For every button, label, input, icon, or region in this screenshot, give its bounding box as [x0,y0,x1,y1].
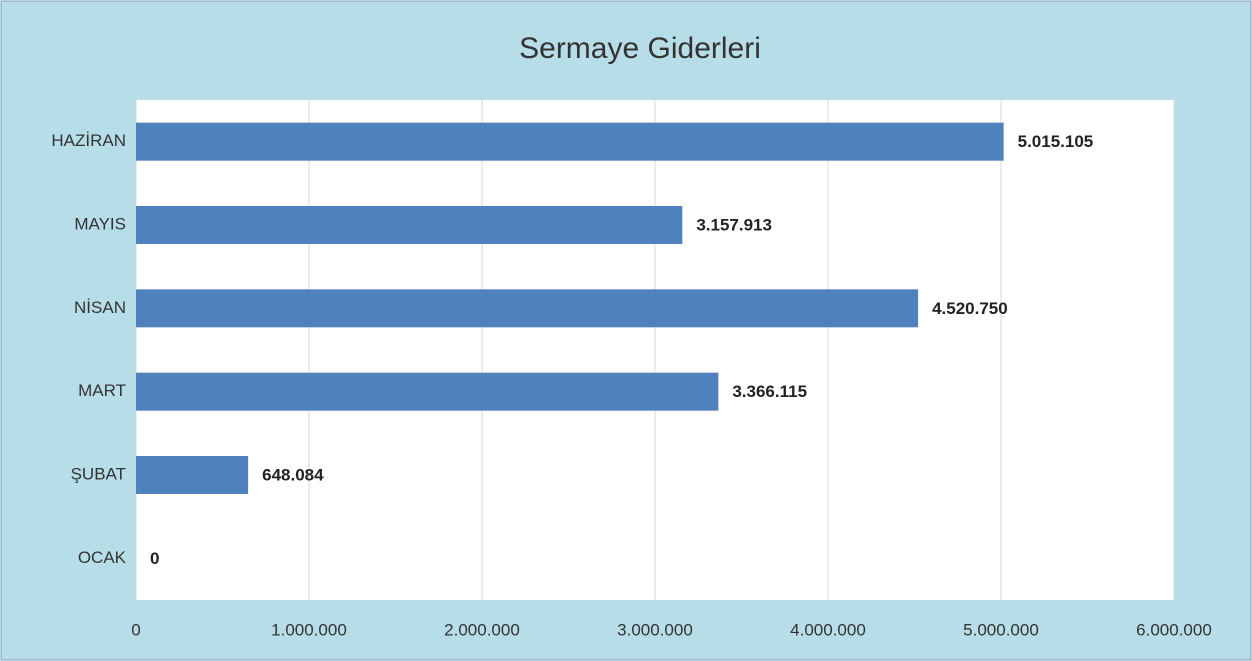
x-tick-label: 2.000.000 [444,620,520,639]
chart-title: Sermaye Giderleri [519,32,761,65]
bar [136,206,683,244]
x-tick-label: 0 [131,620,140,639]
x-tick-label: 5.000.000 [963,620,1039,639]
value-label: 3.366.115 [732,382,807,401]
bar [136,372,719,411]
x-tick-label: 6.000.000 [1136,620,1212,639]
value-label: 5.015.105 [1018,132,1094,151]
x-tick-label: 1.000.000 [271,620,347,639]
value-label: 3.157.913 [696,215,772,234]
y-tick-label: HAZİRAN [51,131,126,150]
y-tick-label: NİSAN [74,298,126,317]
bar [136,456,249,494]
value-label: 4.520.750 [932,299,1008,318]
y-tick-label: MART [78,381,126,400]
y-tick-label: OCAK [78,548,127,567]
bar [136,122,1004,161]
y-tick-label: ŞUBAT [71,464,126,483]
value-label: 0 [150,549,159,568]
x-tick-label: 4.000.000 [790,620,866,639]
bar [136,289,919,328]
value-label: 648.084 [262,465,324,484]
y-tick-label: MAYIS [74,214,126,233]
x-tick-label: 3.000.000 [617,620,693,639]
